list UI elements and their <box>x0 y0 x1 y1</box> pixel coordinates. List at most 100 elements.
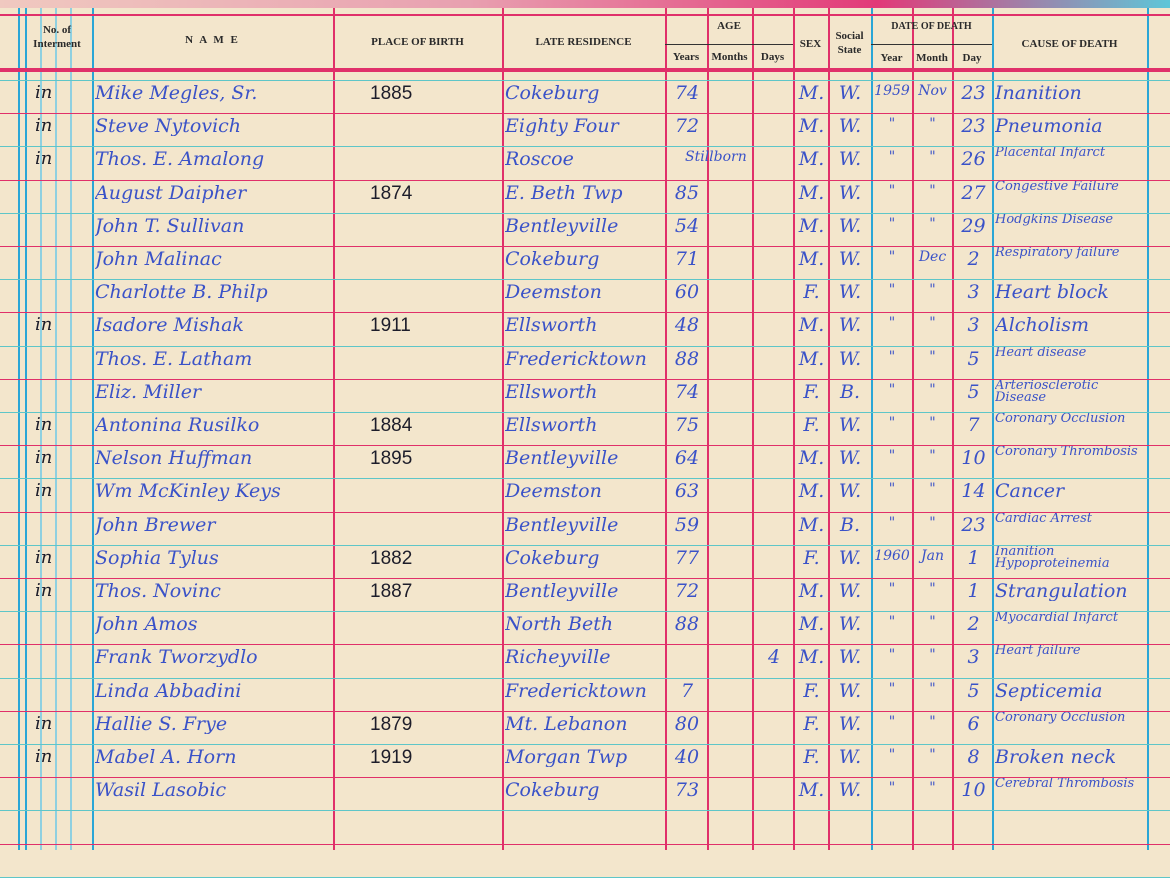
entry-death-year: " <box>888 615 896 630</box>
header-days: Days <box>760 51 785 63</box>
entry-name: Sophia Tylus <box>95 548 219 568</box>
entry-death-month: " <box>929 781 936 796</box>
entry-late-residence: Mt. Lebanon <box>505 714 628 734</box>
entry-cause-of-death: Alcholism <box>995 316 1090 336</box>
interment-mark: in <box>35 714 53 733</box>
entry-death-year: " <box>888 250 896 264</box>
entry-age-years: 59 <box>674 515 700 535</box>
entry-social-state: W. <box>838 349 862 369</box>
entry-death-year: " <box>888 349 896 364</box>
entry-cause-of-death: Inanition Hypoproteinemia <box>995 545 1110 571</box>
entry-social-state: W. <box>838 582 862 601</box>
entry-social-state: W. <box>838 84 862 103</box>
header-subrule <box>871 44 992 45</box>
entry-death-month: " <box>929 515 936 530</box>
entry-sex: F. <box>803 748 820 767</box>
entry-late-residence: Bentleyville <box>505 216 619 236</box>
row-rule <box>0 146 1170 148</box>
entry-death-month: " <box>929 615 936 630</box>
interment-mark: in <box>35 748 53 766</box>
column-rule <box>707 8 709 850</box>
entry-death-year: 1960 <box>874 548 910 563</box>
entry-cause-of-death: Heart failure <box>995 645 1081 658</box>
row-rule <box>0 611 1170 613</box>
entry-sex: M. <box>798 648 825 668</box>
entry-sex: F. <box>803 714 820 734</box>
row-rule <box>0 345 1170 347</box>
entry-name: Eliz. Miller <box>95 382 202 402</box>
entry-age-years: 80 <box>674 714 700 734</box>
entry-name: Antonina Rusilko <box>95 416 260 435</box>
entry-cause-of-death: Septicemia <box>995 681 1103 701</box>
row-rule <box>0 810 1170 812</box>
entry-place-of-birth: 1911 <box>370 316 411 336</box>
entry-social-state: W. <box>838 714 862 734</box>
row-rule <box>0 544 1170 546</box>
entry-death-day: 3 <box>967 316 980 336</box>
entry-death-year: " <box>888 117 896 132</box>
entry-name: Frank Tworzydlo <box>95 648 258 668</box>
entry-social-state: W. <box>838 781 862 801</box>
entry-death-year: " <box>888 714 896 729</box>
entry-late-residence: Bentleyville <box>505 515 619 535</box>
entry-late-residence: Richeyville <box>505 648 611 668</box>
entry-death-month: " <box>929 681 936 696</box>
entry-social-state: W. <box>838 615 862 635</box>
column-rule <box>992 8 994 850</box>
entry-place-of-birth: 1919 <box>370 748 413 767</box>
entry-death-month: " <box>929 382 936 397</box>
entry-late-residence: Fredericktown <box>505 349 647 369</box>
entry-social-state: W. <box>838 449 862 469</box>
interment-mark: in <box>35 150 53 169</box>
entry-name: John Brewer <box>95 515 216 535</box>
entry-sex: M. <box>798 482 825 502</box>
header-rule <box>0 14 1170 16</box>
entry-death-day: 23 <box>961 84 986 103</box>
entry-late-residence: North Beth <box>505 615 614 635</box>
entry-sex: M. <box>798 250 825 269</box>
header-interment: No. of Interment <box>33 24 81 50</box>
entry-death-year: " <box>888 216 896 231</box>
entry-age-months: Stillborn <box>685 150 747 165</box>
row-rule <box>0 179 1170 181</box>
entry-death-day: 1 <box>967 582 980 601</box>
interment-mark: in <box>35 582 53 600</box>
interment-mark: in <box>35 84 53 102</box>
entry-name: Isadore Mishak <box>95 316 244 336</box>
header-social-state: Social State <box>835 30 864 56</box>
entry-death-day: 27 <box>961 183 986 203</box>
interment-mark: in <box>35 416 53 434</box>
entry-social-state: W. <box>838 748 862 767</box>
entry-death-day: 10 <box>961 449 986 469</box>
header-month: Month <box>916 52 948 64</box>
entry-social-state: W. <box>838 150 862 170</box>
entry-cause-of-death: Heart block <box>995 283 1109 303</box>
entry-death-month: " <box>929 482 936 497</box>
entry-death-day: 8 <box>967 748 980 767</box>
entry-cause-of-death: Placental Infarct <box>995 147 1106 160</box>
entry-sex: M. <box>798 117 825 137</box>
entry-late-residence: Eighty Four <box>505 117 619 137</box>
row-rule <box>0 113 1170 115</box>
entry-social-state: W. <box>838 548 862 568</box>
column-rule <box>752 8 754 850</box>
entry-name: John Amos <box>95 615 198 635</box>
entry-sex: M. <box>798 515 825 535</box>
entry-death-year: " <box>888 449 896 464</box>
entry-cause-of-death: Respiratory failure <box>995 247 1120 260</box>
column-rule <box>333 8 335 850</box>
entry-late-residence: Bentleyville <box>505 582 619 601</box>
header-late-residence: LATE RESIDENCE <box>535 36 632 48</box>
entry-cause-of-death: Broken neck <box>995 748 1117 767</box>
entry-cause-of-death: Myocardial Infarct <box>995 612 1119 625</box>
entry-age-years: 74 <box>674 84 700 103</box>
entry-cause-of-death: Strangulation <box>995 582 1128 601</box>
entry-death-year: " <box>888 781 896 796</box>
header-rule <box>0 68 1170 70</box>
entry-cause-of-death: Arteriosclerotic Disease <box>995 379 1099 405</box>
entry-death-year: " <box>888 515 896 530</box>
column-rule <box>502 8 504 850</box>
column-rule <box>92 8 94 850</box>
entry-death-year: " <box>888 316 896 331</box>
column-rule <box>1147 8 1149 850</box>
